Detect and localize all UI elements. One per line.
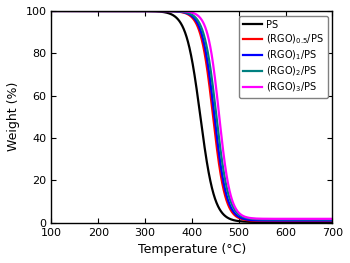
Line: (RGO)$_{1}$/PS: (RGO)$_{1}$/PS (51, 11, 332, 220)
Legend: PS, (RGO)$_{0.5}$/PS, (RGO)$_{1}$/PS, (RGO)$_{2}$/PS, (RGO)$_{3}$/PS: PS, (RGO)$_{0.5}$/PS, (RGO)$_{1}$/PS, (R… (239, 16, 328, 98)
Line: (RGO)$_{2}$/PS: (RGO)$_{2}$/PS (51, 11, 332, 219)
(RGO)$_{0.5}$/PS (325, 219, 329, 222)
(RGO)$_{0.5}$/PS (98, 9, 102, 13)
PS (81, 9, 85, 13)
PS (295, 220, 299, 224)
Line: (RGO)$_{0.5}$/PS: (RGO)$_{0.5}$/PS (51, 11, 332, 221)
(RGO)$_{0.5}$/PS (295, 219, 299, 222)
(RGO)$_{2}$/PS (169, 9, 174, 13)
PS (98, 9, 102, 13)
(RGO)$_{3}$/PS (330, 217, 335, 220)
(RGO)$_{0.5}$/PS (330, 219, 335, 222)
(RGO)$_{3}$/PS (49, 9, 54, 13)
(RGO)$_{3}$/PS (169, 9, 174, 13)
(RGO)$_{2}$/PS (49, 9, 54, 13)
(RGO)$_{1}$/PS (325, 219, 329, 222)
(RGO)$_{0.5}$/PS (49, 9, 54, 13)
(RGO)$_{2}$/PS (330, 218, 335, 221)
(RGO)$_{1}$/PS (49, 9, 54, 13)
(RGO)$_{0.5}$/PS (169, 9, 174, 13)
(RGO)$_{1}$/PS (81, 9, 85, 13)
Line: PS: PS (51, 11, 332, 222)
X-axis label: Temperature (°C): Temperature (°C) (138, 243, 246, 256)
(RGO)$_{3}$/PS (325, 217, 329, 220)
(RGO)$_{1}$/PS (157, 9, 161, 13)
(RGO)$_{1}$/PS (98, 9, 102, 13)
PS (49, 9, 54, 13)
Y-axis label: Weight (%): Weight (%) (7, 82, 20, 151)
(RGO)$_{0.5}$/PS (81, 9, 85, 13)
(RGO)$_{3}$/PS (98, 9, 102, 13)
(RGO)$_{1}$/PS (330, 219, 335, 222)
PS (169, 13, 174, 16)
(RGO)$_{3}$/PS (81, 9, 85, 13)
(RGO)$_{3}$/PS (157, 9, 161, 13)
PS (325, 220, 329, 224)
(RGO)$_{0.5}$/PS (157, 9, 161, 13)
(RGO)$_{2}$/PS (81, 9, 85, 13)
(RGO)$_{2}$/PS (295, 218, 299, 221)
(RGO)$_{1}$/PS (169, 9, 174, 13)
(RGO)$_{3}$/PS (295, 217, 299, 220)
(RGO)$_{2}$/PS (98, 9, 102, 13)
Line: (RGO)$_{3}$/PS: (RGO)$_{3}$/PS (51, 11, 332, 219)
PS (330, 220, 335, 224)
(RGO)$_{2}$/PS (157, 9, 161, 13)
PS (157, 10, 161, 13)
(RGO)$_{1}$/PS (295, 219, 299, 222)
(RGO)$_{2}$/PS (325, 218, 329, 221)
